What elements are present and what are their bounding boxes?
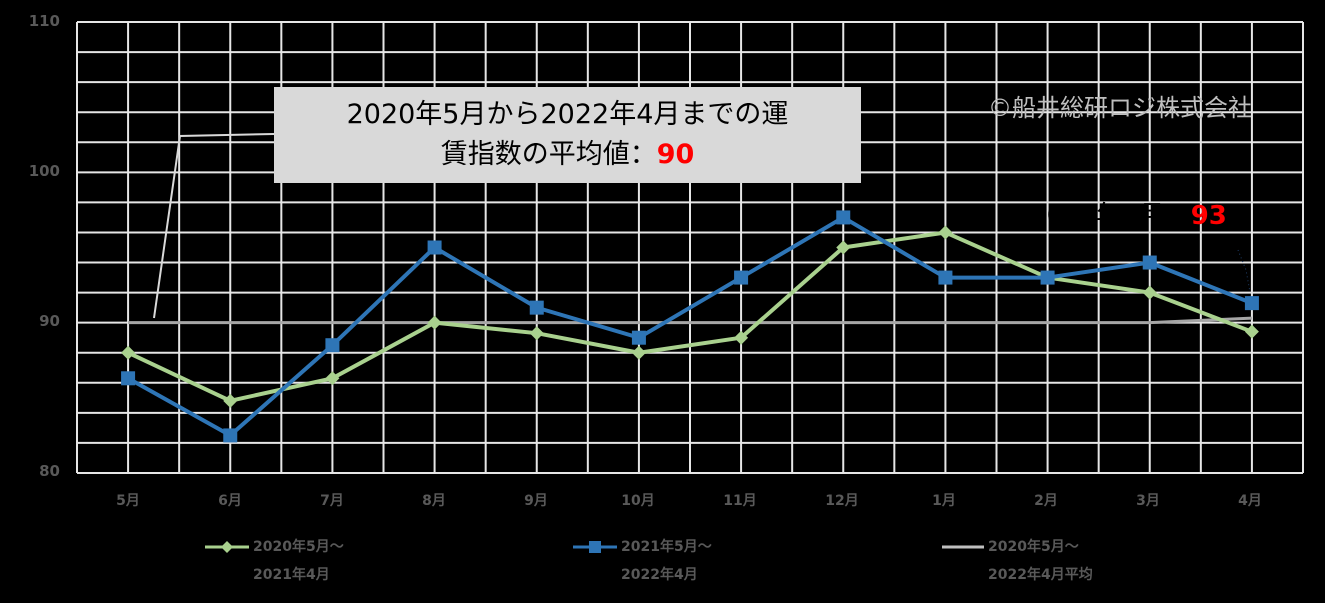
x-tick: 11月 [723, 493, 757, 509]
data-point [121, 371, 136, 386]
annotation-label: 2022年4月： [1030, 201, 1191, 231]
callout-line-2: 賃指数の平均値：90 [274, 135, 861, 175]
average-callout-box: 2020年5月から2022年4月までの運 賃指数の平均値：90 [274, 87, 861, 183]
line-marker-icon [942, 545, 984, 549]
legend-item-2020-2021: 2020年5月～ 2021年4月 [205, 533, 344, 589]
callout-line-1: 2020年5月から2022年4月までの運 [346, 99, 789, 130]
data-point [427, 315, 442, 330]
data-point [631, 345, 646, 360]
data-point [223, 428, 238, 443]
square-marker-icon [573, 541, 617, 553]
latest-value-annotation: 2022年4月：93 [1030, 195, 1227, 232]
y-tick-110: 110 [28, 12, 60, 30]
x-tick: 4月 [1238, 493, 1262, 509]
legend-label-line2: 2022年4月 [621, 567, 698, 583]
x-tick: 1月 [932, 493, 956, 509]
annotation-value: 93 [1190, 201, 1227, 231]
annotation-leader-line [1237, 249, 1251, 293]
data-point [1244, 296, 1259, 311]
x-tick: 9月 [524, 493, 548, 509]
x-tick: 2月 [1034, 493, 1058, 509]
diamond-marker-icon [205, 541, 249, 553]
data-point [631, 330, 646, 345]
x-tick: 5月 [116, 493, 140, 509]
data-point [1142, 255, 1157, 270]
x-tick: 8月 [422, 493, 446, 509]
series-square [121, 210, 1259, 443]
y-tick-90: 90 [39, 312, 60, 330]
legend-item-average: 2020年5月～ 2022年4月平均 [940, 533, 1093, 589]
series-none [128, 316, 1252, 325]
data-point [529, 326, 544, 341]
x-tick: 6月 [218, 493, 242, 509]
data-point [836, 210, 851, 225]
callout-average-value: 90 [656, 139, 695, 170]
data-point [325, 371, 340, 386]
callout-label: 賃指数の平均値： [440, 139, 657, 170]
legend-label-line1: 2020年5月～ [253, 539, 344, 555]
data-point [1142, 285, 1157, 300]
data-point [938, 270, 953, 285]
legend-label-line1: 2020年5月～ [988, 539, 1079, 555]
data-point [427, 240, 442, 255]
legend-label-line2: 2021年4月 [253, 567, 330, 583]
data-point [223, 393, 238, 408]
legend-item-2021-2022: 2021年5月～ 2022年4月 [573, 533, 712, 589]
x-tick: 12月 [825, 493, 859, 509]
copyright-watermark: ©船井総研ロジ株式会社 [988, 94, 1252, 122]
legend-label-line1: 2021年5月～ [621, 539, 712, 555]
data-point [734, 330, 749, 345]
y-tick-80: 80 [39, 462, 60, 480]
data-point [1040, 270, 1055, 285]
x-tick: 7月 [320, 493, 344, 509]
legend-label-line2: 2022年4月平均 [988, 567, 1093, 583]
data-point [1244, 324, 1259, 339]
data-point [121, 345, 136, 360]
y-tick-100: 100 [28, 162, 60, 180]
x-tick: 3月 [1136, 493, 1160, 509]
data-point [325, 338, 340, 353]
data-point [734, 270, 749, 285]
callout-leader-line [153, 133, 275, 319]
series-layer [121, 210, 1259, 443]
data-point [938, 225, 953, 240]
data-point [836, 240, 851, 255]
data-point [529, 300, 544, 315]
x-tick: 10月 [621, 493, 655, 509]
